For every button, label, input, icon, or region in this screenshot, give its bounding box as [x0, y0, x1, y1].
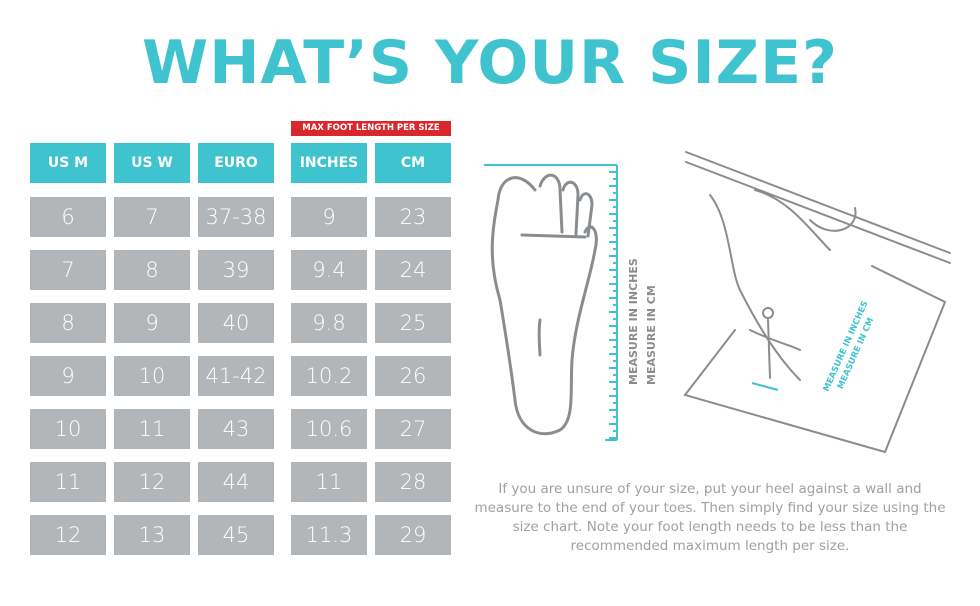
- size-cell: 10: [30, 409, 106, 449]
- size-cell: 45: [198, 515, 274, 555]
- column-header: EURO: [198, 143, 274, 183]
- size-cell: 39: [198, 250, 274, 290]
- column-header: CM: [375, 143, 451, 183]
- size-cell: 27: [375, 409, 451, 449]
- size-cell: 24: [375, 250, 451, 290]
- size-cell: 9.8: [291, 303, 367, 343]
- column-header: US M: [30, 143, 106, 183]
- hand-measure-label: MEASURE IN INCHES MEASURE IN CM: [822, 300, 877, 394]
- size-cell: 23: [375, 197, 451, 237]
- size-cell: 7: [30, 250, 106, 290]
- size-cell: 25: [375, 303, 451, 343]
- ruler-icon: [484, 164, 618, 441]
- size-cell: 10.6: [291, 409, 367, 449]
- size-cell: 11: [291, 462, 367, 502]
- size-cell: 26: [375, 356, 451, 396]
- hand-tracing-icon: [683, 151, 951, 454]
- size-cell: 11: [30, 462, 106, 502]
- foot-measure-label: MEASURE IN INCHES MEASURE IN CM: [627, 258, 658, 385]
- size-cell: 7: [114, 197, 190, 237]
- size-cell: 41-42: [198, 356, 274, 396]
- size-cell: 9: [30, 356, 106, 396]
- column-header: INCHES: [291, 143, 367, 183]
- size-cell: 28: [375, 462, 451, 502]
- foot-outline-icon: [490, 173, 598, 436]
- max-foot-length-label: MAX FOOT LENGTH PER SIZE: [291, 121, 451, 136]
- size-cell: 37-38: [198, 197, 274, 237]
- page-title: WHAT’S YOUR SIZE?: [142, 28, 838, 98]
- foot-label-inches: MEASURE IN INCHES: [627, 258, 640, 385]
- instructions-text: If you are unsure of your size, put your…: [474, 481, 946, 554]
- size-cell: 11.3: [291, 515, 367, 555]
- size-cell: 13: [114, 515, 190, 555]
- size-cell: 40: [198, 303, 274, 343]
- size-cell: 9: [291, 197, 367, 237]
- size-cell: 6: [30, 197, 106, 237]
- size-cell: 44: [198, 462, 274, 502]
- foot-label-cm: MEASURE IN CM: [645, 285, 658, 385]
- size-cell: 10.2: [291, 356, 367, 396]
- size-cell: 9.4: [291, 250, 367, 290]
- size-cell: 12: [114, 462, 190, 502]
- size-cell: 29: [375, 515, 451, 555]
- size-cell: 8: [30, 303, 106, 343]
- size-cell: 10: [114, 356, 190, 396]
- size-cell: 11: [114, 409, 190, 449]
- size-cell: 12: [30, 515, 106, 555]
- column-header: US W: [114, 143, 190, 183]
- size-cell: 9: [114, 303, 190, 343]
- size-cell: 43: [198, 409, 274, 449]
- size-cell: 8: [114, 250, 190, 290]
